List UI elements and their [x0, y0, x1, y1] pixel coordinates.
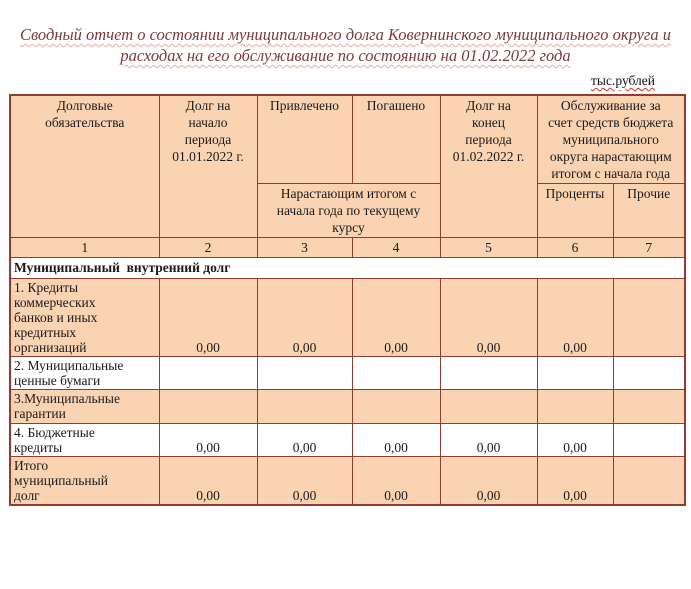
header-debt-obligations: Долговые обязательства: [9, 94, 160, 238]
value-cell: 0,00: [158, 423, 258, 457]
header-row-sub: Нарастающим итогом с начала года по теку…: [10, 183, 686, 238]
table-row: 2. Муниципальные ценные бумаги: [9, 356, 686, 390]
value-cell: 0,00: [536, 278, 614, 357]
section-title: Муниципальный внутренний долг: [9, 257, 686, 279]
table-row: 4. Бюджетные кредиты 0,00 0,00 0,00 0,00…: [9, 423, 686, 457]
header-debt-start: Долг на начало периода 01.01.2022 г.: [158, 94, 258, 238]
header-service-budget: Обслуживание за счет средств бюджета мун…: [536, 94, 686, 184]
municipal-debt-table: Долговые обязательства Долг на начало пе…: [9, 94, 686, 506]
header-repaid: Погашено: [351, 94, 441, 184]
value-cell: 0,00: [351, 456, 441, 506]
value-cell: [536, 356, 614, 390]
value-cell: 0,00: [536, 456, 614, 506]
value-cell: [612, 423, 686, 457]
value-cell: [439, 389, 538, 424]
row-label: 4. Бюджетные кредиты: [9, 423, 160, 457]
header-raised: Привлечено: [256, 94, 353, 184]
column-number: 2: [158, 237, 258, 258]
header-interest: Проценты: [536, 183, 614, 238]
row-label: 1. Кредиты коммерческих банков и иных кр…: [9, 278, 160, 357]
value-cell: [158, 356, 258, 390]
column-number: 7: [612, 237, 686, 258]
header-debt-end: Долг на конец периода 01.02.2022 г.: [439, 94, 538, 238]
value-cell: 0,00: [158, 278, 258, 357]
row-label: 3.Муниципальные гарантии: [9, 389, 160, 424]
column-number: 5: [439, 237, 538, 258]
value-cell: 0,00: [439, 456, 538, 506]
value-cell: [612, 456, 686, 506]
units-label: тыс.рублей: [591, 73, 655, 88]
header-other: Прочие: [612, 183, 686, 238]
value-cell: 0,00: [158, 456, 258, 506]
value-cell: [612, 356, 686, 390]
value-cell: [256, 389, 353, 424]
value-cell: 0,00: [256, 456, 353, 506]
header-cumulative-total: Нарастающим итогом с начала года по теку…: [256, 183, 441, 238]
value-cell: 0,00: [439, 278, 538, 357]
row-label: 2. Муниципальные ценные бумаги: [9, 356, 160, 390]
column-number: 6: [536, 237, 614, 258]
value-cell: 0,00: [439, 423, 538, 457]
column-number: 3: [256, 237, 353, 258]
table-row: 1. Кредиты коммерческих банков и иных кр…: [9, 278, 686, 357]
value-cell: [158, 389, 258, 424]
value-cell: 0,00: [536, 423, 614, 457]
row-label-total: Итого муниципальный долг: [9, 456, 160, 506]
header-row-top: Долговые обязательства Долг на начало пе…: [9, 94, 686, 238]
table-row-total: Итого муниципальный долг 0,00 0,00 0,00 …: [9, 456, 686, 506]
value-cell: [439, 356, 538, 390]
value-cell: 0,00: [256, 278, 353, 357]
column-number: 4: [351, 237, 441, 258]
units-label-row: тыс.рублей: [0, 73, 655, 89]
value-cell: 0,00: [351, 278, 441, 357]
table-row: 3.Муниципальные гарантии: [9, 389, 686, 424]
value-cell: [612, 278, 686, 357]
value-cell: [612, 389, 686, 424]
value-cell: 0,00: [351, 423, 441, 457]
value-cell: [351, 389, 441, 424]
section-row-internal-debt: Муниципальный внутренний долг: [9, 257, 686, 279]
value-cell: [351, 356, 441, 390]
column-number: 1: [9, 237, 160, 258]
value-cell: [536, 389, 614, 424]
column-number-row: 1 2 3 4 5 6 7: [9, 237, 686, 258]
value-cell: [256, 356, 353, 390]
report-title: Сводный отчет о состоянии муниципального…: [19, 25, 671, 65]
value-cell: 0,00: [256, 423, 353, 457]
